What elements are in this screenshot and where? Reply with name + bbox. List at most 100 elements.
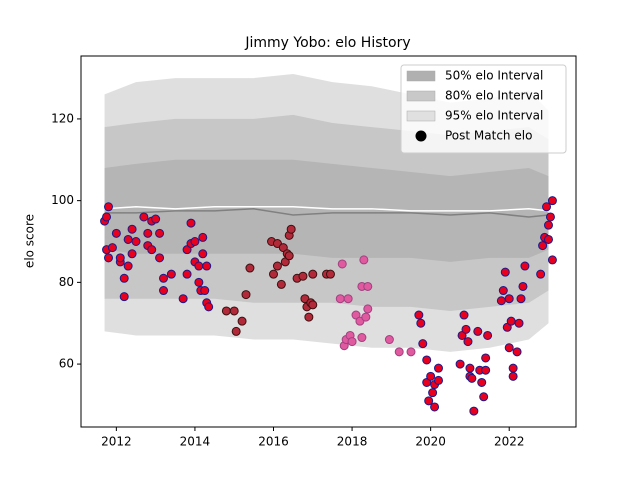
data-point <box>127 249 137 259</box>
y-tick-label: 120 <box>51 111 74 125</box>
data-point <box>221 306 231 316</box>
data-point <box>276 279 286 289</box>
data-point <box>547 196 557 206</box>
data-point <box>104 253 113 263</box>
data-point <box>363 304 373 314</box>
legend-swatch <box>406 110 436 122</box>
legend-swatch <box>406 70 436 82</box>
data-point <box>455 359 465 369</box>
data-point <box>308 300 318 310</box>
data-point <box>202 261 212 271</box>
data-point <box>357 333 367 343</box>
data-point <box>107 243 117 253</box>
data-point <box>473 326 483 336</box>
data-point <box>508 363 518 373</box>
data-point <box>518 281 528 291</box>
data-point <box>465 363 475 373</box>
data-point <box>416 318 426 328</box>
data-point <box>237 316 247 326</box>
data-point <box>406 347 416 357</box>
data-point <box>481 353 491 363</box>
data-point <box>424 396 434 406</box>
data-point <box>496 296 506 306</box>
data-point <box>200 286 210 296</box>
data-point <box>298 271 308 281</box>
data-point <box>241 290 251 300</box>
x-tick-label: 2022 <box>494 435 525 449</box>
data-point <box>461 324 471 334</box>
x-tick-label: 2014 <box>180 435 211 449</box>
legend-label: Post Match elo <box>445 129 532 143</box>
data-point <box>428 388 438 398</box>
data-point <box>498 286 508 296</box>
data-point <box>343 294 353 304</box>
data-point <box>384 335 394 345</box>
data-point <box>119 273 129 283</box>
data-point <box>335 294 345 304</box>
data-point <box>469 406 479 416</box>
data-point <box>459 310 469 320</box>
legend-box <box>400 64 567 154</box>
data-point <box>269 269 278 279</box>
data-point <box>361 312 371 322</box>
data-point <box>430 402 440 412</box>
data-point <box>547 255 557 265</box>
data-point <box>426 371 436 381</box>
data-point <box>504 343 514 353</box>
data-point <box>194 277 204 287</box>
data-point <box>422 355 432 365</box>
data-point <box>123 234 133 244</box>
chart-title: Jimmy Yobo: elo History <box>244 35 410 51</box>
data-point <box>115 253 125 263</box>
data-point <box>520 261 530 271</box>
legend-label: 95% elo Interval <box>445 109 543 123</box>
data-point <box>481 365 491 375</box>
data-point <box>194 261 204 271</box>
data-point <box>198 232 208 242</box>
legend-swatch <box>406 90 436 102</box>
data-point <box>204 302 214 312</box>
data-point <box>512 347 522 357</box>
data-point <box>166 269 176 279</box>
data-point <box>143 228 153 238</box>
data-point <box>542 202 552 212</box>
interval-band <box>104 159 549 262</box>
data-point <box>434 375 443 385</box>
data-point <box>325 269 335 279</box>
data-point <box>123 261 133 271</box>
data-point <box>477 377 487 387</box>
x-tick-label: 2016 <box>258 435 289 449</box>
data-point <box>147 245 157 255</box>
y-tick-label: 60 <box>59 357 74 371</box>
data-point <box>544 220 553 230</box>
data-point <box>536 269 546 279</box>
legend-label: 80% elo Interval <box>445 89 543 103</box>
data-point <box>155 253 165 263</box>
legend-marker <box>415 130 427 142</box>
data-point <box>545 212 555 222</box>
data-point <box>506 316 516 326</box>
data-point <box>483 330 493 340</box>
data-point <box>102 212 112 222</box>
legend-label: 50% elo Interval <box>445 69 543 83</box>
data-point <box>516 294 526 304</box>
data-point <box>284 251 294 261</box>
data-point <box>504 294 514 304</box>
data-point <box>347 337 357 347</box>
data-point <box>151 214 161 224</box>
data-point <box>139 212 149 222</box>
data-point <box>544 234 553 244</box>
data-point <box>414 310 424 320</box>
data-point <box>363 281 373 291</box>
data-point <box>467 373 477 383</box>
data-point <box>394 347 404 357</box>
data-point <box>272 261 282 271</box>
data-point <box>304 312 314 322</box>
data-point <box>286 224 296 234</box>
data-point <box>418 339 428 349</box>
data-point <box>308 269 318 279</box>
data-point <box>159 273 168 283</box>
data-point <box>337 259 347 269</box>
data-point <box>155 228 165 238</box>
